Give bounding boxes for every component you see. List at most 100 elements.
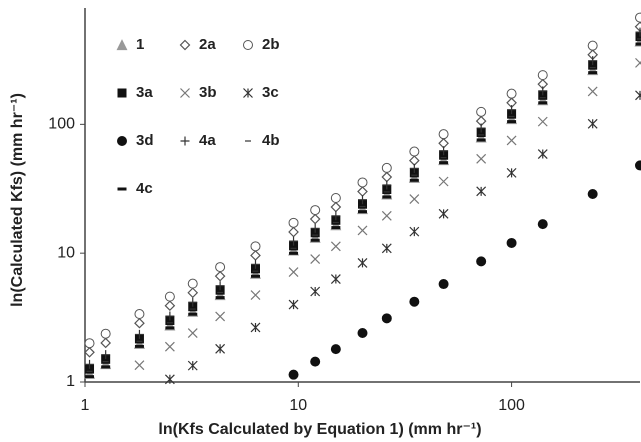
legend-label: 3b [199,84,217,101]
x-tick-label: 10 [289,397,307,414]
point [180,88,190,98]
point [134,309,145,320]
point [476,123,486,133]
y-tick-label: 1 [66,373,75,390]
point [250,290,261,300]
point [250,322,261,333]
point [438,176,449,187]
point [310,356,321,367]
point [243,88,253,98]
point [134,360,145,371]
point [537,219,548,230]
point [635,27,641,37]
legend-label: 3a [136,84,153,101]
point [330,201,342,213]
point [330,344,341,355]
x-tick-label: 1 [81,397,90,414]
point [506,167,517,178]
point [587,188,598,199]
point [187,287,199,299]
y-tick-label: 100 [48,116,75,133]
point [506,135,517,146]
point [357,186,368,197]
point [381,171,393,183]
point [537,149,548,159]
point [438,129,449,140]
point [506,88,517,99]
point [214,270,226,282]
point [101,354,111,364]
point [330,274,341,284]
point [85,364,95,374]
point [215,281,225,291]
point [635,57,641,68]
point [84,346,95,358]
point [164,300,176,312]
x-axis-title: ln(Kfs Calculated by Equation 1) (mm hr⁻… [158,421,481,438]
x-tick-label: 100 [498,397,525,414]
point [537,116,548,127]
point [635,90,641,101]
point [409,194,420,204]
point [250,259,260,269]
point [101,350,111,360]
point [179,39,191,51]
point [187,328,198,338]
point [187,360,198,371]
y-axis-title: ln(Calculated Kfs) (mm hr⁻¹) [9,93,26,307]
point [215,311,226,322]
point [409,163,419,173]
point [117,88,127,98]
point [409,296,420,307]
point [180,136,190,146]
point [382,180,392,190]
point [408,155,420,166]
point [476,153,487,164]
point [381,210,392,221]
point [165,311,175,321]
point [381,243,392,254]
legend-label: 2a [199,36,216,53]
point [309,213,321,225]
point [164,374,175,385]
point [358,195,367,205]
point [587,86,598,97]
point [288,267,299,278]
point [134,329,144,339]
point [507,105,517,115]
point [134,317,145,329]
y-tick-label: 10 [57,244,75,261]
point [588,56,598,66]
point [310,223,320,233]
point [537,70,548,81]
legend-label: 4a [199,132,216,149]
point [250,241,261,252]
point [215,262,226,273]
point [409,146,420,157]
point [289,236,299,246]
point [250,250,261,261]
point [381,162,392,173]
legend-label: 1 [136,36,144,53]
point [187,278,198,289]
point [635,32,641,42]
point [635,160,641,171]
legend-label: 3d [136,132,154,149]
point [288,226,299,238]
point [116,39,128,51]
point [117,136,127,146]
point [310,286,321,297]
point [330,241,341,252]
point [587,118,598,129]
point [439,146,449,156]
point [409,226,420,237]
point [357,328,368,339]
point [288,217,299,228]
point [310,254,321,264]
point [476,186,487,197]
point [164,341,175,352]
point [243,40,253,50]
point [538,86,548,96]
point [506,237,517,248]
